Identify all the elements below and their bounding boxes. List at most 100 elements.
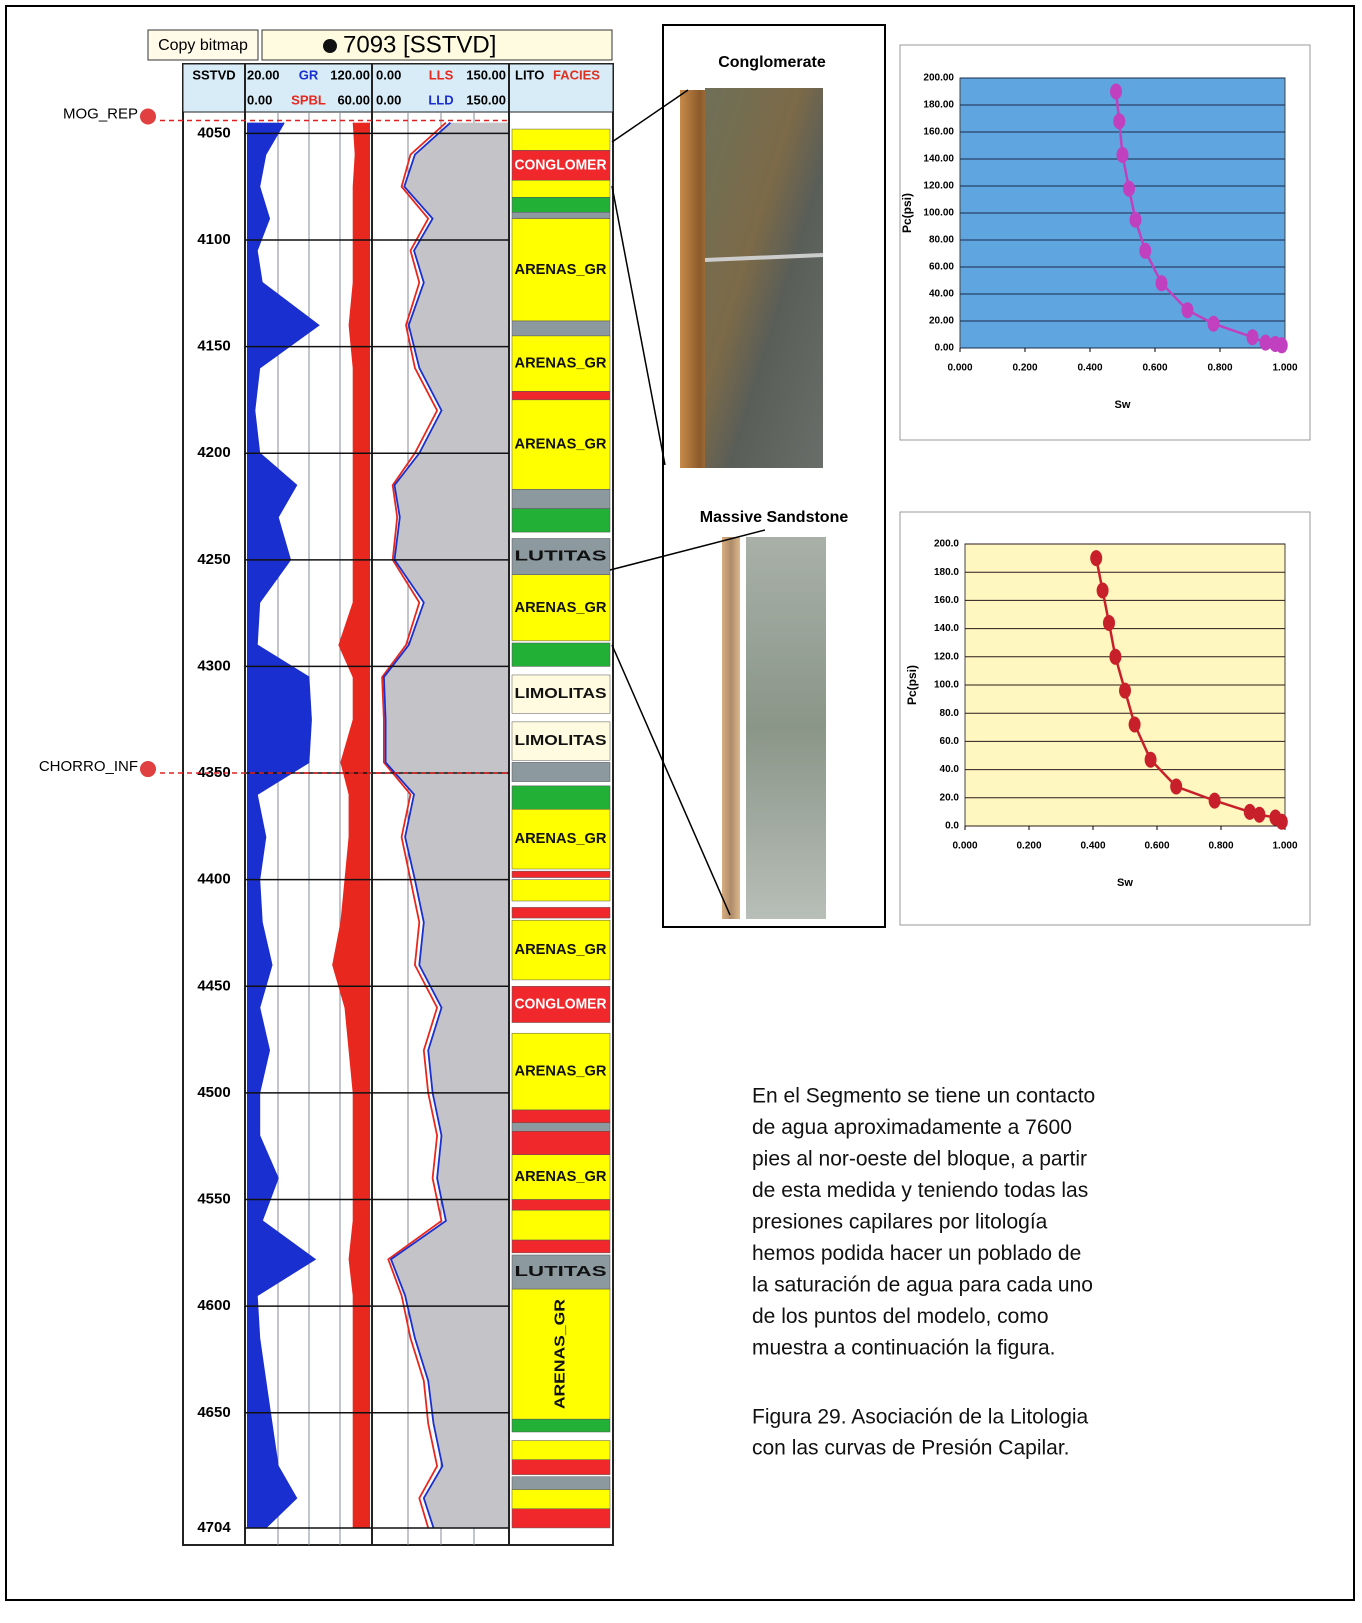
facies-interval [512,212,610,218]
data-point [1110,84,1122,100]
facies-interval [512,643,610,666]
x-tick-label: 0.600 [1144,841,1169,852]
y-tick-label: 0.0 [945,821,959,832]
y-tick-label: 80.0 [940,708,960,719]
scale-min: 0.00 [247,92,272,107]
facies-interval [512,1419,610,1432]
paragraph-line: la saturación de agua para cada uno [752,1274,1093,1297]
data-point [1247,329,1259,345]
y-tick-label: 120.0 [934,651,959,662]
paragraph-line: de agua aproximadamente a 7600 [752,1116,1072,1139]
y-tick-label: 100.0 [934,680,959,691]
y-axis-label: Pc(psi) [900,193,914,233]
scale-min: 0.00 [376,92,401,107]
data-point [1119,683,1131,699]
paragraph-line: presiones capilares por litología [752,1211,1048,1234]
y-tick-label: 200.0 [934,539,959,550]
y-tick-label: 0.00 [935,343,955,354]
curve-name: SPBL [291,92,326,107]
facies-interval [512,180,610,197]
y-tick-label: 40.0 [940,764,960,775]
facies-label: ARENAS_GR [515,599,607,616]
data-point [1130,212,1142,228]
photo-rock [746,537,826,919]
photo-wood [722,537,740,919]
x-tick-label: 0.800 [1208,841,1233,852]
x-tick-label: 0.000 [952,841,977,852]
x-tick-label: 0.200 [1016,841,1041,852]
depth-label: 4150 [197,338,230,355]
facies-interval [512,1123,610,1132]
facies-label: ARENAS_GR [515,436,607,453]
depth-label: 4650 [197,1404,230,1421]
photo-label: Massive Sandstone [700,509,849,526]
depth-label: 4450 [197,977,230,994]
facies-label: LUTITAS [515,548,607,565]
facies-interval [512,1460,610,1475]
data-point [1090,550,1102,566]
marker-label: MOG_REP [63,105,138,122]
marker-icon [140,761,156,777]
facies-interval [512,1490,610,1509]
facies-label: CONGLOMER [515,995,607,1012]
facies-label: ARENAS_GR [515,261,607,278]
well-icon [323,39,337,53]
depth-label: 4300 [197,657,230,674]
x-tick-label: 1.000 [1272,841,1297,852]
curve-name: LLS [429,67,454,82]
photo-label: Conglomerate [718,54,826,71]
y-tick-label: 200.00 [923,73,954,84]
facies-interval [512,391,610,400]
y-tick-label: 80.00 [929,235,954,246]
y-tick-label: 40.00 [929,289,954,300]
y-tick-label: 180.00 [923,100,954,111]
facies-interval [512,871,610,877]
facies-interval [512,907,610,918]
data-point [1170,779,1182,795]
depth-label: 4100 [197,231,230,248]
marker-label: CHORRO_INF [39,758,138,775]
facies-interval [512,1210,610,1240]
facies-label: ARENAS_GR [551,1299,568,1409]
paragraph-line: muestra a continuación la figura. [752,1337,1056,1360]
y-tick-label: 140.00 [923,154,954,165]
facies-label: ARENAS_GR [515,941,607,958]
data-point [1253,807,1265,823]
y-tick-label: 120.00 [923,181,954,192]
x-tick-label: 0.400 [1080,841,1105,852]
log-title: 7093 [SSTVD] [343,31,496,58]
x-axis-label: Sw [1115,399,1131,411]
data-point [1129,716,1141,732]
facies-label: LIMOLITAS [515,732,607,749]
data-point [1208,316,1220,332]
facies-label: LIMOLITAS [515,685,607,702]
paragraph-line: En el Segmento se tiene un contacto [752,1085,1095,1108]
data-point [1103,615,1115,631]
facies-interval [512,880,610,901]
caption-line: Figura 29. Asociación de la Litologia [752,1406,1089,1429]
y-tick-label: 160.0 [934,595,959,606]
facies-interval [512,1200,610,1211]
facies-interval [512,1131,610,1154]
x-tick-label: 0.800 [1207,363,1232,374]
data-point [1182,302,1194,318]
caption-line: con las curvas de Presión Capilar. [752,1437,1070,1460]
data-point [1113,113,1125,129]
scale-max: 60.00 [337,92,370,107]
paragraph-line: pies al nor-oeste del bloque, a partir [752,1148,1087,1171]
data-point [1123,181,1135,197]
facies-label: ARENAS_GR [515,1063,607,1080]
facies-interval [512,1441,610,1460]
button-label: Copy bitmap [158,37,248,54]
x-tick-label: 0.000 [947,363,972,374]
facies-label: ARENAS_GR [515,355,607,372]
y-tick-label: 160.00 [923,127,954,138]
facies-interval [512,762,610,781]
data-point [1139,243,1151,259]
scale-min: 20.00 [247,67,280,82]
facies-label: ARENAS_GR [515,1168,607,1185]
paragraph-line: de los puntos del modelo, como [752,1305,1049,1328]
facies-header: LITO [515,67,544,82]
data-point [1145,752,1157,768]
facies-label: ARENAS_GR [515,830,607,847]
